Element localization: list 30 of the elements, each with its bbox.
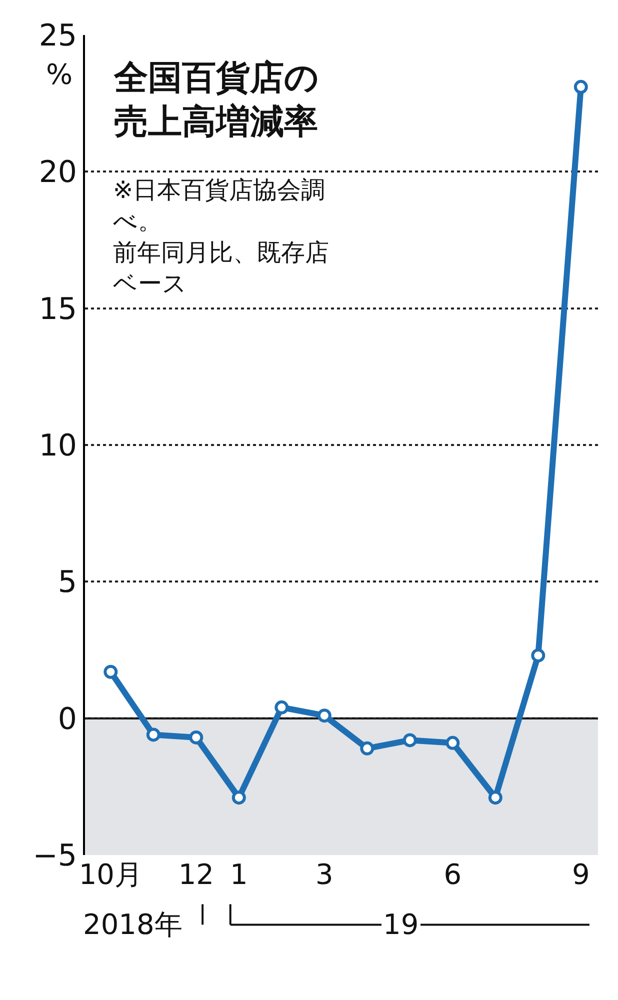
- y-tick-label: 10: [38, 428, 77, 464]
- point: [317, 708, 332, 723]
- point: [274, 700, 289, 714]
- point: [402, 733, 417, 748]
- point: [146, 728, 160, 742]
- text: 全国百貨店の売上高増減率: [113, 58, 319, 142]
- y-tick-label: 0: [58, 702, 77, 737]
- point: [488, 790, 502, 805]
- x-tick-label: 3: [315, 858, 334, 891]
- text: ※日本百貨店協会調べ。前年同月比、既存店ベース: [113, 176, 329, 298]
- x-tick-label: 9: [572, 858, 590, 891]
- y-tick-label: 20: [38, 155, 77, 190]
- point: [232, 790, 246, 805]
- y-axis-title: %: [46, 58, 73, 91]
- point: [104, 664, 118, 679]
- x-tick-label: 10月: [78, 858, 142, 891]
- text: 19: [383, 908, 419, 941]
- text: 2018年: [83, 908, 182, 941]
- y-tick-label: 5: [58, 565, 77, 600]
- y-tick-label: −5: [32, 838, 77, 874]
- point: [360, 741, 374, 756]
- y-tick-label: 25: [38, 18, 77, 54]
- point: [574, 80, 588, 94]
- y-tick-label: 15: [38, 292, 77, 327]
- point: [531, 648, 546, 662]
- x-tick-label: 12: [178, 858, 214, 891]
- x-tick-label: 6: [444, 858, 462, 891]
- point: [189, 730, 204, 744]
- point: [446, 736, 460, 750]
- x-tick-label: 1: [230, 858, 248, 891]
